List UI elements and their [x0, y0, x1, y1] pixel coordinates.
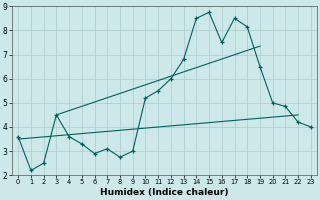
X-axis label: Humidex (Indice chaleur): Humidex (Indice chaleur): [100, 188, 229, 197]
